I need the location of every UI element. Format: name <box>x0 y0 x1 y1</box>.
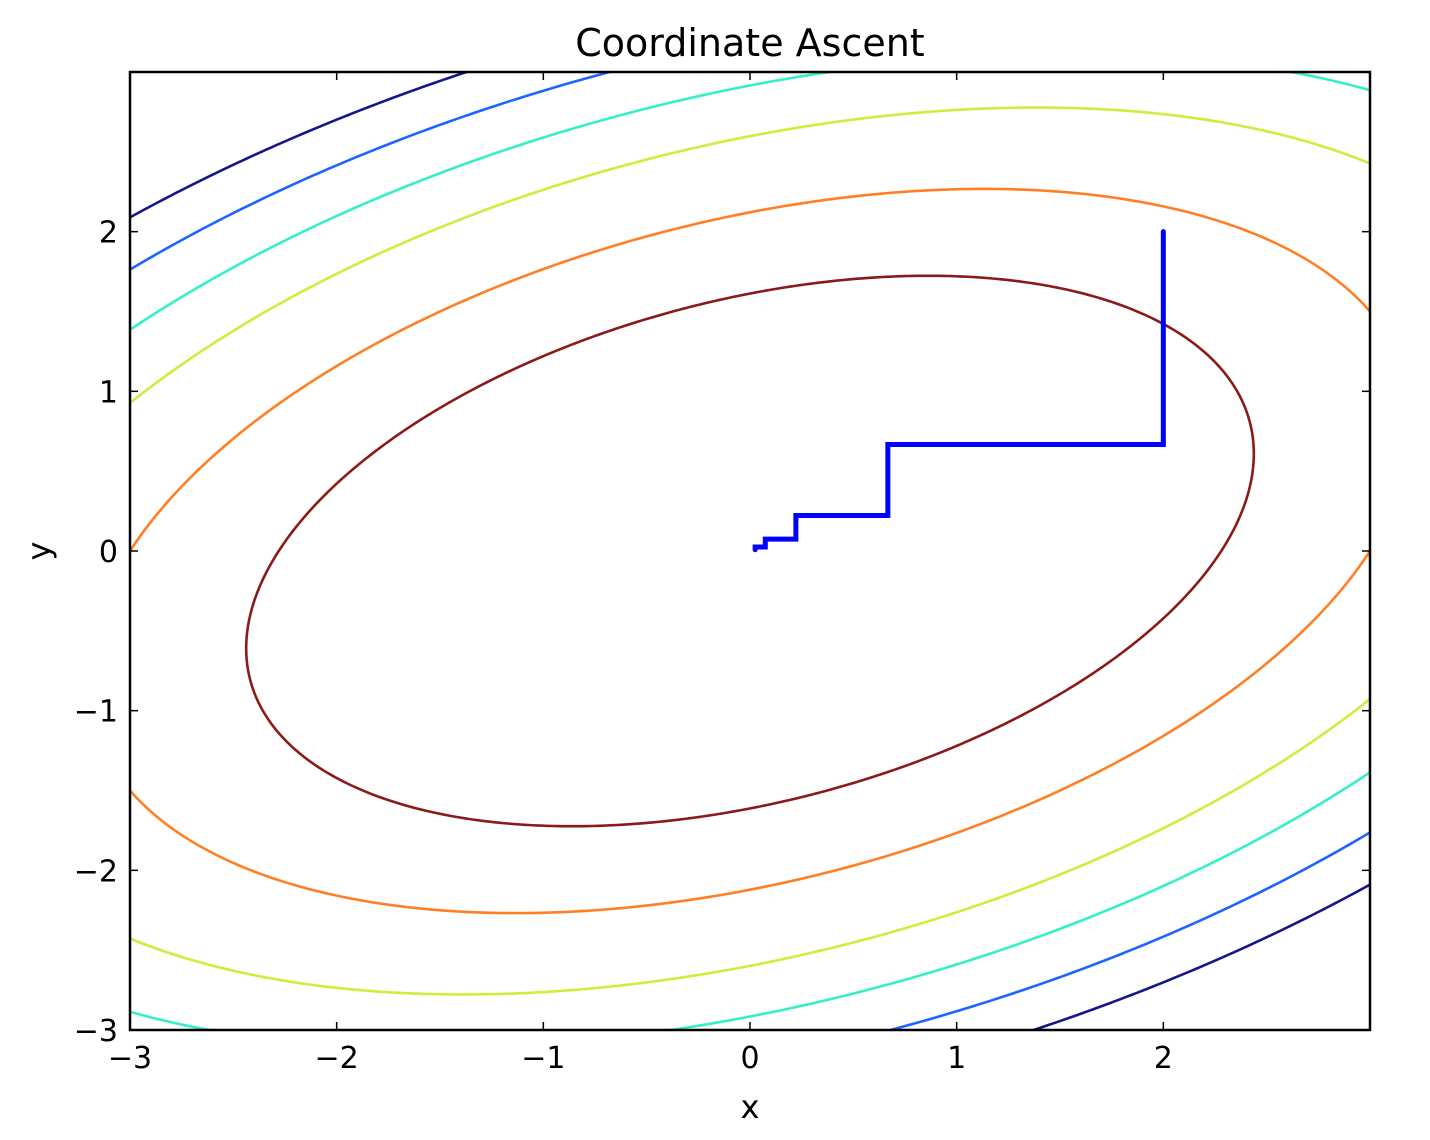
contour-level-2 <box>130 187 1370 915</box>
x-axis-label: x <box>741 1088 760 1126</box>
y-tick-label: 0 <box>99 535 118 570</box>
axis-ticks: −3 −2 −1 0 1 2 −3 −2 −1 0 1 2 <box>74 72 1370 1076</box>
x-tick-label: −2 <box>315 1041 359 1076</box>
y-tick-label: −2 <box>74 854 118 889</box>
plot-frame <box>128 70 1372 1032</box>
y-tick-label: 1 <box>99 375 118 410</box>
x-tick-label: 0 <box>740 1041 759 1076</box>
chart-title: Coordinate Ascent <box>575 21 924 65</box>
ascent-path-line <box>752 229 1166 553</box>
contour-level-3 <box>130 106 1370 996</box>
contour-level-5 <box>130 72 1370 1030</box>
x-tick-label: −1 <box>521 1041 565 1076</box>
contour-level-4 <box>130 72 1370 1030</box>
y-axis-label: y <box>20 542 58 561</box>
contour-level-1 <box>244 274 1256 828</box>
x-tick-label: 2 <box>1154 1041 1173 1076</box>
y-tick-label: −3 <box>74 1014 118 1049</box>
x-tick-label: 1 <box>947 1041 966 1076</box>
series-layer <box>752 229 1166 553</box>
y-tick-label: −1 <box>74 695 118 730</box>
x-tick-label: −3 <box>108 1041 152 1076</box>
y-tick-label: 2 <box>99 216 118 251</box>
